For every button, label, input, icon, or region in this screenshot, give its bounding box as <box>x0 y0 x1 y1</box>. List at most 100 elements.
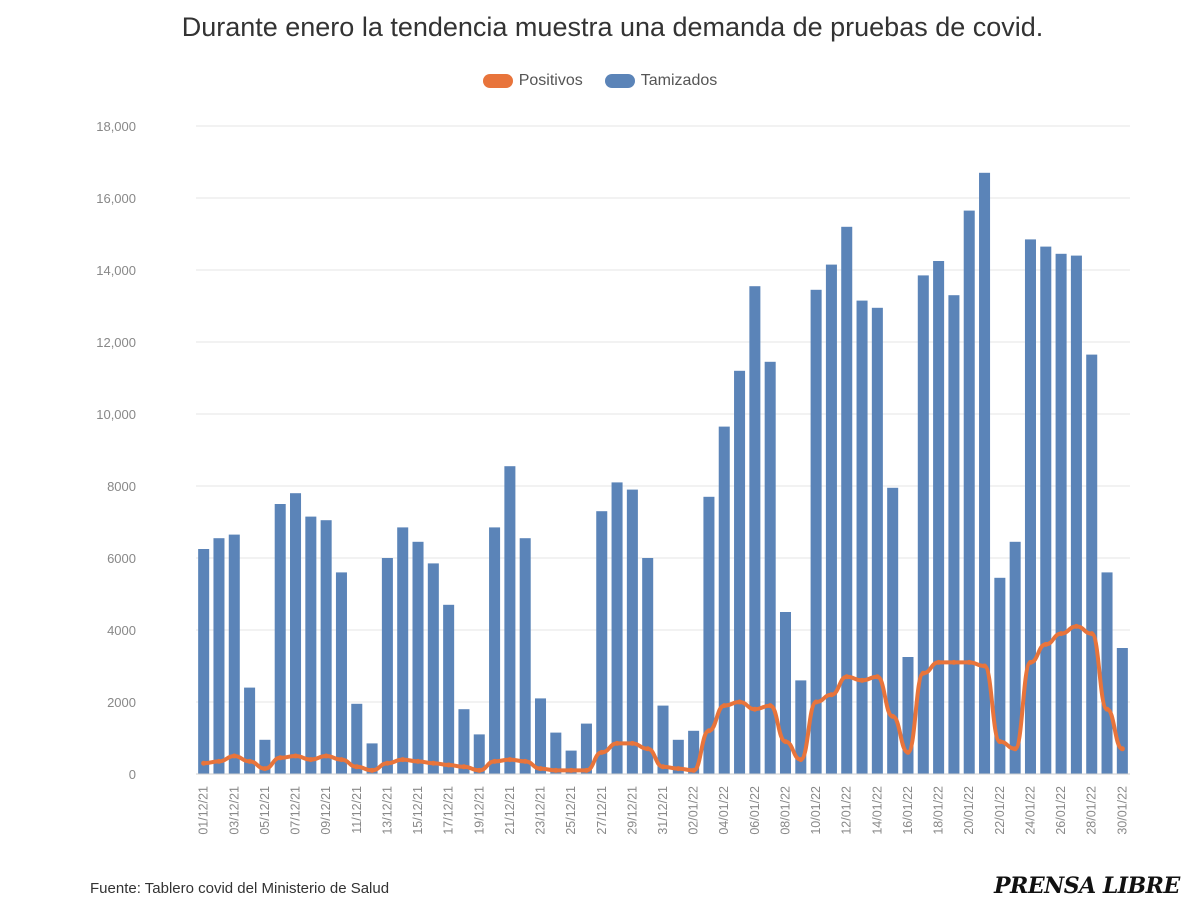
point-positivos[interactable] <box>1104 706 1110 712</box>
point-positivos[interactable] <box>262 766 268 772</box>
bar-tamizados[interactable] <box>580 723 592 774</box>
point-positivos[interactable] <box>384 760 390 766</box>
point-positivos[interactable] <box>752 706 758 712</box>
bar-tamizados[interactable] <box>366 743 378 774</box>
bar-tamizados[interactable] <box>381 558 393 774</box>
bar-tamizados[interactable] <box>703 496 715 774</box>
point-positivos[interactable] <box>645 746 651 752</box>
bar-tamizados[interactable] <box>443 604 455 774</box>
point-positivos[interactable] <box>476 767 482 773</box>
point-positivos[interactable] <box>553 767 559 773</box>
point-positivos[interactable] <box>507 757 513 763</box>
point-positivos[interactable] <box>813 699 819 705</box>
bar-tamizados[interactable] <box>688 730 700 774</box>
bar-tamizados[interactable] <box>473 734 485 774</box>
bar-tamizados[interactable] <box>259 739 271 774</box>
point-positivos[interactable] <box>798 757 804 763</box>
bar-tamizados[interactable] <box>994 577 1006 774</box>
bar-tamizados[interactable] <box>504 466 516 774</box>
bar-tamizados[interactable] <box>841 226 853 775</box>
point-positivos[interactable] <box>966 659 972 665</box>
bar-tamizados[interactable] <box>917 275 929 774</box>
point-positivos[interactable] <box>430 760 436 766</box>
point-positivos[interactable] <box>691 767 697 773</box>
bar-tamizados[interactable] <box>228 534 240 774</box>
point-positivos[interactable] <box>1073 623 1079 629</box>
point-positivos[interactable] <box>920 670 926 676</box>
point-positivos[interactable] <box>247 758 253 764</box>
point-positivos[interactable] <box>415 758 421 764</box>
point-positivos[interactable] <box>354 764 360 770</box>
bar-tamizados[interactable] <box>948 295 960 774</box>
point-positivos[interactable] <box>522 758 528 764</box>
bar-tamizados[interactable] <box>1116 648 1128 774</box>
bar-tamizados[interactable] <box>856 300 868 774</box>
bar-tamizados[interactable] <box>305 516 317 774</box>
point-positivos[interactable] <box>323 753 329 759</box>
bar-tamizados[interactable] <box>825 264 837 774</box>
point-positivos[interactable] <box>844 674 850 680</box>
point-positivos[interactable] <box>874 674 880 680</box>
bar-tamizados[interactable] <box>290 493 302 774</box>
bar-tamizados[interactable] <box>795 680 807 774</box>
point-positivos[interactable] <box>568 767 574 773</box>
bar-tamizados[interactable] <box>1055 253 1067 775</box>
bar-tamizados[interactable] <box>902 657 914 774</box>
point-positivos[interactable] <box>1089 631 1095 637</box>
point-positivos[interactable] <box>583 767 589 773</box>
bar-tamizados[interactable] <box>1101 572 1113 774</box>
point-positivos[interactable] <box>859 677 865 683</box>
point-positivos[interactable] <box>675 766 681 772</box>
bar-tamizados[interactable] <box>749 286 761 774</box>
bar-tamizados[interactable] <box>734 370 746 774</box>
point-positivos[interactable] <box>201 760 207 766</box>
bar-tamizados[interactable] <box>933 261 945 774</box>
bar-tamizados[interactable] <box>963 210 975 775</box>
bar-tamizados[interactable] <box>764 361 776 774</box>
bar-tamizados[interactable] <box>1086 354 1098 774</box>
bar-tamizados[interactable] <box>335 572 347 774</box>
point-positivos[interactable] <box>660 764 666 770</box>
bar-tamizados[interactable] <box>626 489 638 774</box>
bar-tamizados[interactable] <box>1040 246 1052 775</box>
point-positivos[interactable] <box>767 703 773 709</box>
point-positivos[interactable] <box>1043 641 1049 647</box>
bar-tamizados[interactable] <box>596 511 608 774</box>
point-positivos[interactable] <box>308 757 314 763</box>
point-positivos[interactable] <box>293 753 299 759</box>
bar-tamizados[interactable] <box>887 487 899 774</box>
point-positivos[interactable] <box>890 713 896 719</box>
bar-tamizados[interactable] <box>244 687 256 774</box>
bar-tamizados[interactable] <box>534 698 547 774</box>
point-positivos[interactable] <box>446 762 452 768</box>
point-positivos[interactable] <box>231 753 237 759</box>
bar-tamizados[interactable] <box>489 527 501 774</box>
bar-tamizados[interactable] <box>657 705 669 774</box>
bar-tamizados[interactable] <box>412 541 424 774</box>
bar-tamizados[interactable] <box>550 732 562 774</box>
point-positivos[interactable] <box>905 749 911 755</box>
bar-tamizados[interactable] <box>213 538 225 774</box>
bar-tamizados[interactable] <box>611 482 623 774</box>
point-positivos[interactable] <box>1027 659 1033 665</box>
bar-tamizados[interactable] <box>458 709 470 774</box>
bar-tamizados[interactable] <box>198 549 210 774</box>
point-positivos[interactable] <box>492 758 498 764</box>
bar-tamizados[interactable] <box>519 538 531 774</box>
bar-tamizados[interactable] <box>565 750 577 774</box>
point-positivos[interactable] <box>737 699 743 705</box>
point-positivos[interactable] <box>721 703 727 709</box>
bar-tamizados[interactable] <box>779 612 792 774</box>
bar-tamizados[interactable] <box>320 520 332 774</box>
bar-tamizados[interactable] <box>979 172 991 775</box>
bar-tamizados[interactable] <box>351 703 363 774</box>
point-positivos[interactable] <box>461 764 467 770</box>
point-positivos[interactable] <box>1058 631 1064 637</box>
legend-item-tamizados[interactable]: Tamizados <box>604 72 717 90</box>
bar-tamizados[interactable] <box>397 527 409 774</box>
bar-tamizados[interactable] <box>274 504 286 774</box>
point-positivos[interactable] <box>1012 746 1018 752</box>
point-positivos[interactable] <box>629 740 635 746</box>
bar-tamizados[interactable] <box>718 426 730 774</box>
bar-tamizados[interactable] <box>871 307 883 774</box>
